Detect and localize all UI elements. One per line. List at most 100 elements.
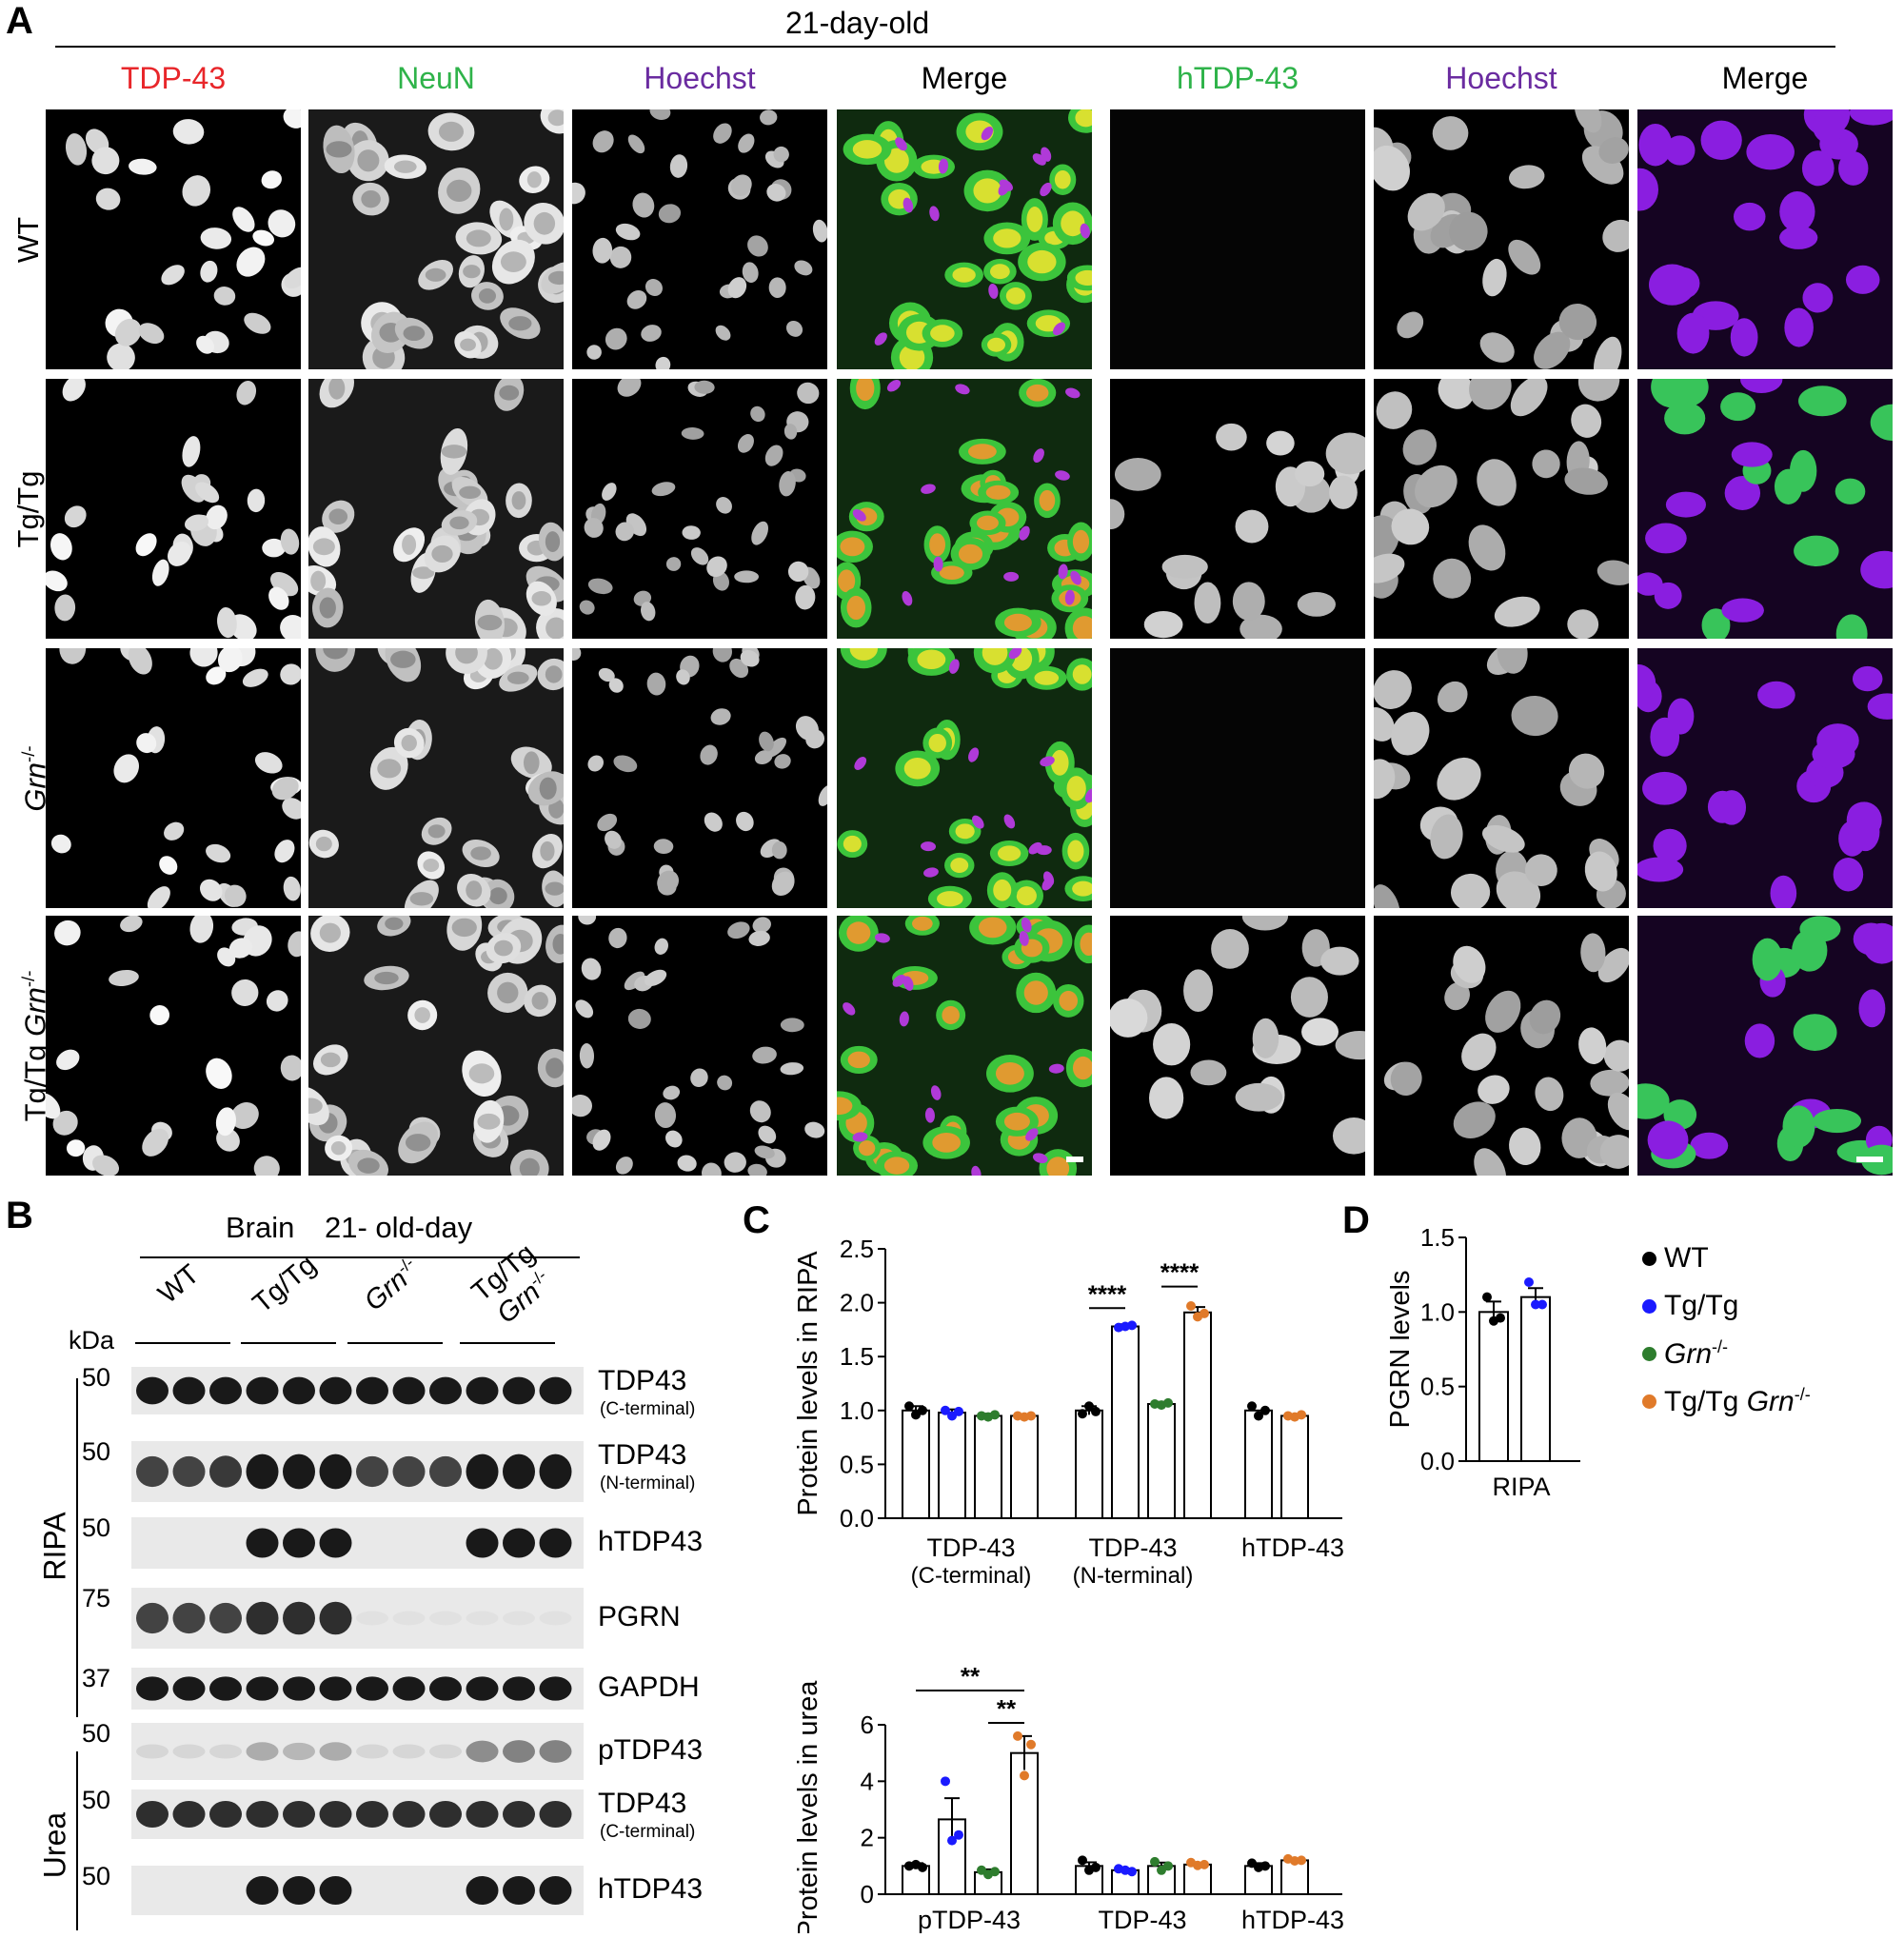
y-axis-label: Protein levels in urea <box>793 1680 823 1933</box>
legend-item: WT <box>1642 1242 1709 1275</box>
bar <box>1183 1311 1212 1520</box>
micrograph-image <box>572 379 827 639</box>
legend-marker <box>1642 1347 1656 1361</box>
blot-kda-marker: 37 <box>82 1664 111 1692</box>
blot-strip <box>131 1588 584 1649</box>
micrograph-tile <box>1374 379 1629 639</box>
blot-kda-marker: 50 <box>82 1862 111 1890</box>
blot-strip <box>131 1367 584 1414</box>
micrograph-tile <box>46 916 301 1176</box>
micrograph-tile <box>837 109 1092 369</box>
micrograph-tile <box>1110 648 1365 908</box>
micrograph-tile <box>308 916 564 1176</box>
micrograph-tile <box>837 648 1092 908</box>
y-axis-label: PGRN levels <box>1390 1271 1416 1429</box>
blot-kda-marker: 50 <box>82 1719 111 1748</box>
data-point <box>1254 1411 1263 1421</box>
blot-protein-label: TDP43 <box>598 1788 687 1819</box>
bar <box>1280 1414 1309 1520</box>
micrograph-image <box>1110 379 1365 639</box>
data-point <box>1531 1299 1540 1310</box>
scale-bar <box>1856 1157 1883 1162</box>
significance-label: ** <box>961 1666 981 1691</box>
micrograph-tile <box>1110 379 1365 639</box>
micrograph-tile <box>46 379 301 639</box>
panel-c-letter: C <box>743 1199 770 1241</box>
micrograph-image <box>837 916 1092 1176</box>
data-point <box>1537 1299 1547 1310</box>
chart-c-bottom: 0 2 4 6 Protein levels in urea ** ** pTDP-43 TDP… <box>790 1662 1361 1938</box>
chart-c-top: 0.0 0.5 1.0 1.5 2.0 2.5 Protein levels in RIPA… <box>790 1228 1361 1666</box>
scale-bar <box>1066 1157 1083 1162</box>
blot-protein-label: hTDP43 <box>598 1526 704 1557</box>
data-point <box>1150 1856 1160 1867</box>
x-tick-label: hTDP-43 <box>1241 1906 1344 1933</box>
column-header: NeuN <box>397 61 475 95</box>
legend-item: Tg/Tg <box>1642 1290 1738 1322</box>
blot-group-underline <box>241 1342 336 1344</box>
data-point <box>1078 1855 1087 1866</box>
y-tick-label: 0.5 <box>1420 1373 1455 1401</box>
data-point <box>1260 1405 1270 1415</box>
micrograph-tile <box>1637 916 1893 1176</box>
data-point <box>1013 1730 1022 1741</box>
blot-protein-label: TDP43 <box>598 1365 687 1396</box>
age-header: 21-day-old <box>785 6 930 40</box>
data-point <box>1260 1861 1270 1871</box>
blot-group-underline <box>460 1342 555 1344</box>
blot-kda-marker: 75 <box>82 1584 111 1612</box>
bar <box>1244 1409 1273 1519</box>
micrograph-tile <box>572 648 827 908</box>
micrograph-image <box>837 109 1092 369</box>
y-axis-label: Protein levels in RIPA <box>793 1251 823 1516</box>
data-point <box>954 1829 963 1840</box>
y-tick-label: 2.5 <box>840 1235 874 1263</box>
micrograph-tile <box>46 648 301 908</box>
blot-bands <box>136 1740 572 1763</box>
blot-bands <box>136 1800 572 1829</box>
blot-bands <box>246 1876 572 1905</box>
data-point <box>990 1867 1000 1877</box>
data-point <box>1127 1320 1137 1331</box>
x-tick-label: hTDP-43 <box>1241 1533 1344 1562</box>
panel-b-letter: B <box>6 1195 33 1236</box>
micrograph-tile <box>1110 109 1365 369</box>
legend-label: Tg/Tg Grn-/- <box>1664 1385 1811 1417</box>
y-tick-label: 6 <box>861 1711 874 1739</box>
micrograph-image <box>1637 648 1893 908</box>
micrograph-tile <box>572 379 827 639</box>
micrograph-tile <box>1374 109 1629 369</box>
x-tick-sublabel: (C-terminal) <box>911 1563 1032 1589</box>
micrograph-image <box>1110 648 1365 908</box>
data-point <box>1026 1411 1036 1421</box>
micrograph-image <box>1374 109 1629 369</box>
legend-label: Grn-/- <box>1664 1337 1729 1370</box>
data-point <box>1297 1410 1306 1420</box>
micrograph-tile <box>1110 916 1365 1176</box>
micrograph-image <box>572 109 827 369</box>
blot-strip <box>131 1517 584 1569</box>
blot-protein-label: pTDP43 <box>598 1734 704 1766</box>
blot-header-age: 21- old-day <box>325 1211 473 1244</box>
micrograph-image <box>1110 109 1365 369</box>
y-tick-label: 1.5 <box>840 1342 874 1371</box>
bar <box>974 1414 1002 1520</box>
micrograph-image <box>308 648 564 908</box>
bar <box>902 1409 930 1519</box>
significance-label: ** <box>997 1694 1017 1723</box>
blot-kda-marker: 50 <box>82 1437 111 1466</box>
fraction-label-urea: Urea <box>37 1811 72 1879</box>
data-point <box>1078 1409 1087 1419</box>
data-point <box>918 1862 927 1872</box>
data-point <box>1297 1855 1306 1866</box>
micrograph-image <box>1637 916 1893 1176</box>
data-point <box>941 1776 950 1787</box>
data-point <box>1482 1292 1492 1302</box>
data-point <box>1524 1277 1534 1287</box>
column-header: hTDP-43 <box>1176 61 1299 95</box>
micrograph-image <box>46 109 301 369</box>
urea-bracket <box>76 1751 78 1930</box>
micrograph-image <box>46 379 301 639</box>
y-tick-label: 0.5 <box>840 1450 874 1478</box>
blot-protein-sublabel: (C-terminal) <box>600 1822 696 1842</box>
